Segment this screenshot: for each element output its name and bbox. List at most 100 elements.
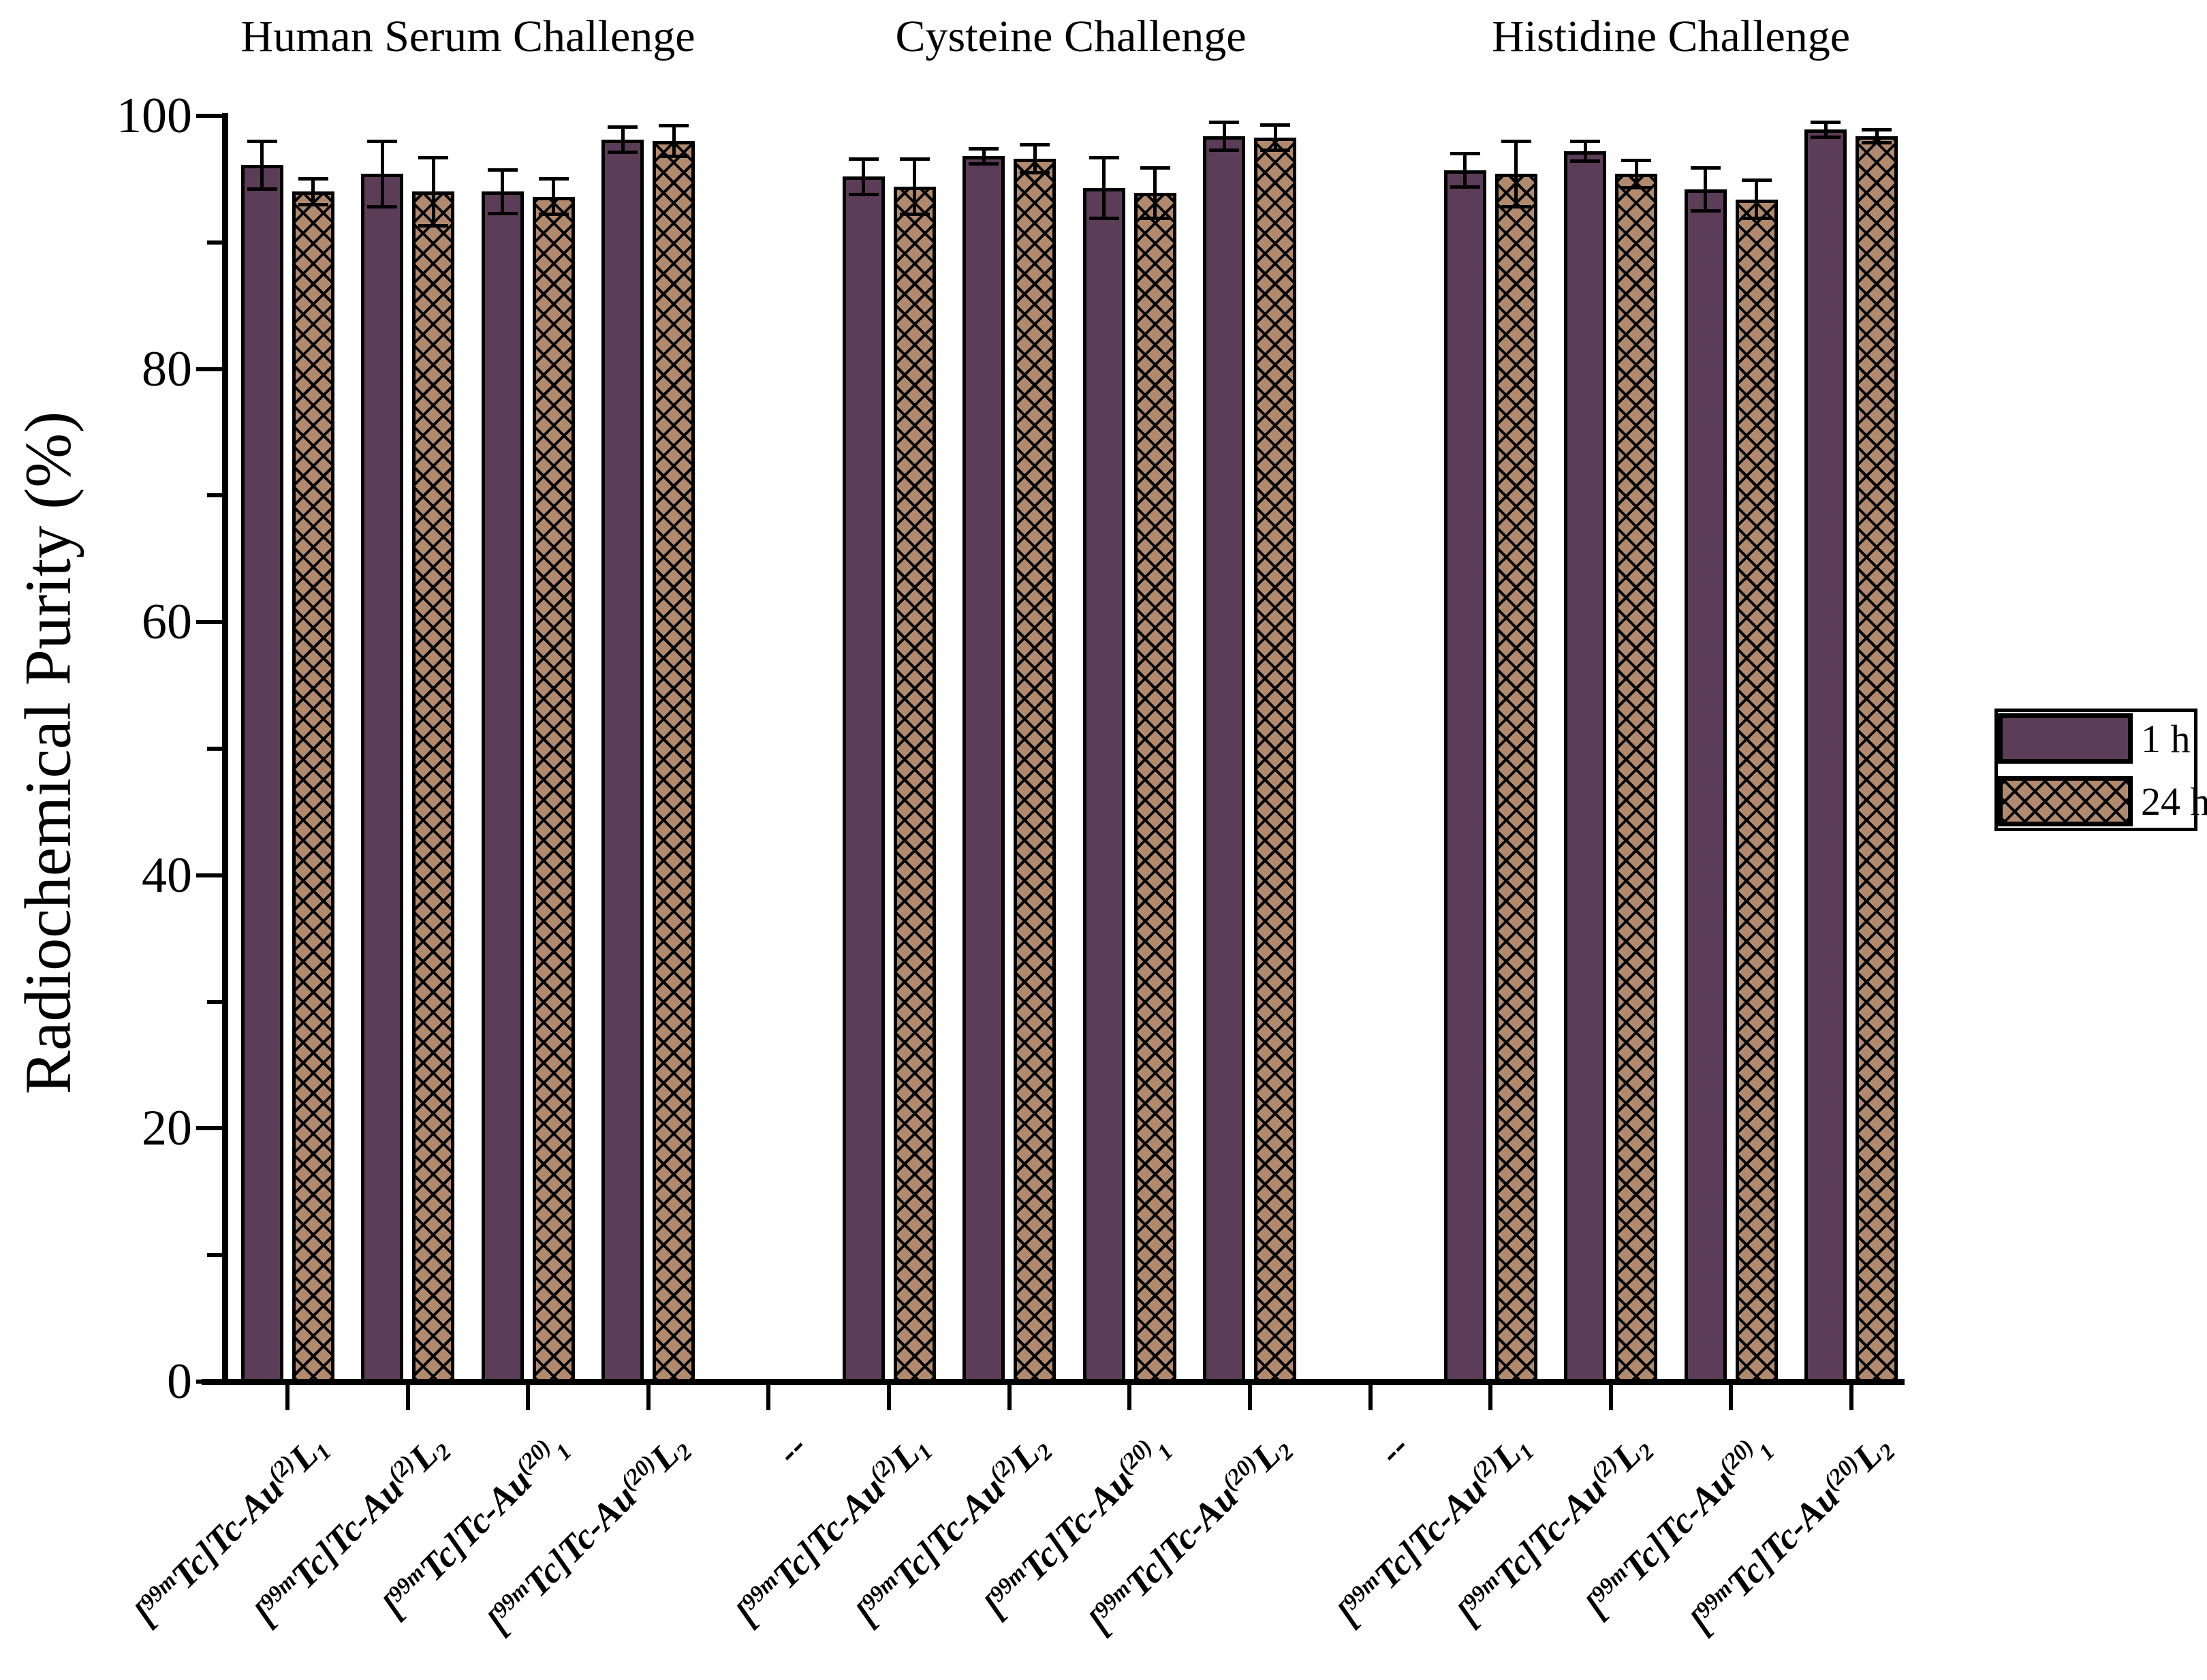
error-bar-cap [1811,136,1841,140]
bar-1h [1443,170,1486,1384]
error-bar-cap [659,124,689,128]
error-bar-line [1875,129,1879,143]
error-bar-line [501,170,505,214]
bar-24h [292,191,334,1384]
error-bar-cap [1501,205,1531,209]
bar-1h [1804,129,1847,1384]
y-tick-label: 0 [167,1354,192,1410]
error-bar-cap [1621,186,1652,190]
bar-24h [1615,174,1658,1384]
error-bar-cap [1570,139,1601,143]
error-bar-cap [1862,140,1892,144]
error-bar-cap [538,213,569,217]
error-bar-cap [1209,120,1240,124]
error-bar-cap [247,139,277,143]
error-bar-cap [848,157,879,161]
x-tick [1488,1382,1493,1410]
y-minor-tick [207,747,225,751]
bar-24h [893,187,936,1384]
x-tick [766,1382,771,1410]
y-minor-tick [207,1253,225,1258]
error-bar-cap [1260,148,1291,152]
error-bar-cap [1140,216,1170,220]
y-tick-label: 60 [142,594,192,651]
error-bar-cap [487,211,518,215]
y-tick-label: 40 [142,847,192,903]
error-bar-line [1583,141,1587,161]
bar-1h [1564,151,1607,1384]
x-tick-label-compound: [99mTc]Tc-Au(20)L2 [1681,1433,1900,1643]
bar-24h [412,191,455,1384]
y-major-tick [196,620,225,625]
bar-24h [1014,159,1056,1384]
error-bar-cap [1690,166,1721,170]
bar-24h [653,141,695,1384]
error-bar-cap [1811,120,1841,124]
y-major-tick [196,114,225,118]
bar-1h [842,176,885,1384]
bar-24h [1133,193,1176,1384]
x-tick-label-compound: [99mTc]Tc-Au(20)L2 [1080,1433,1299,1643]
error-bar-line [1102,157,1106,219]
error-bar-cap [1741,178,1772,183]
bar-1h [1082,187,1125,1384]
error-bar-line [1273,125,1277,151]
error-bar-cap [538,177,569,181]
error-bar-cap [969,162,999,166]
error-bar-line [1755,180,1759,219]
legend-label-1h: 1 h [2141,716,2191,761]
x-tick [526,1382,531,1410]
error-bar-cap [1140,166,1170,170]
x-tick-label-separator: -- [768,1425,815,1472]
y-axis-line [222,113,228,1384]
error-bar-cap [418,224,449,228]
bar-24h [1735,199,1778,1384]
x-tick [646,1382,651,1410]
error-bar-line [621,127,625,153]
x-axis-line [202,1379,1905,1385]
bar-1h [361,174,404,1384]
error-bar-line [1153,168,1157,219]
error-bar-line [1514,141,1518,207]
y-minor-tick [207,493,225,498]
bar-1h [1203,136,1246,1384]
error-bar-cap [418,155,449,159]
error-bar-cap [298,202,328,206]
error-bar-cap [298,177,328,181]
bar-1h [481,191,524,1384]
error-bar-cap [608,151,638,155]
x-tick [1849,1382,1853,1410]
x-tick [1007,1382,1012,1410]
group-title-cysteine: Cysteine Challenge [895,12,1247,61]
error-bar-line [1704,168,1708,211]
error-bar-line [552,178,556,215]
error-bar-cap [848,192,879,196]
error-bar-cap [899,157,930,161]
group-title-histidine: Histidine Challenge [1491,12,1851,61]
error-bar-cap [367,205,398,209]
error-bar-cap [1020,143,1050,147]
error-bar-line [431,157,435,226]
bar-1h [601,140,644,1384]
y-major-tick [196,1126,225,1131]
error-bar-line [862,159,866,195]
legend-swatch-24h [1998,776,2133,826]
legend-swatch-1h [1998,713,2133,764]
y-tick-label: 80 [142,341,192,397]
x-tick [1368,1382,1373,1410]
error-bar-cap [1020,171,1050,175]
error-bar-line [260,141,264,189]
x-tick [1127,1382,1132,1410]
error-bar-cap [1260,123,1291,127]
error-bar-line [1463,153,1467,187]
x-tick [1608,1382,1613,1410]
error-bar-line [380,141,384,207]
y-tick-label: 100 [116,88,192,144]
legend: 1 h 24 h [1994,709,2207,831]
error-bar-cap [1450,152,1480,156]
error-bar-line [982,149,986,164]
error-bar-line [1222,122,1226,151]
error-bar-cap [1862,127,1892,131]
